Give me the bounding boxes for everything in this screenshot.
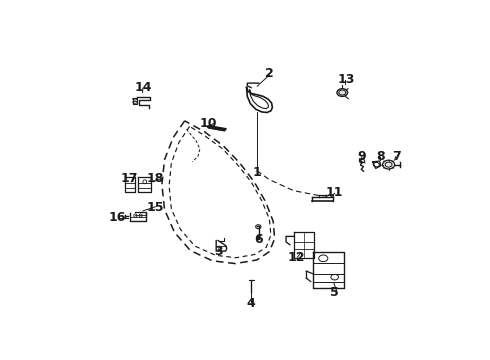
- Text: 5: 5: [330, 286, 339, 299]
- Text: 10: 10: [200, 117, 218, 130]
- Text: 2: 2: [265, 67, 274, 80]
- Text: 1: 1: [252, 166, 261, 179]
- Text: 8: 8: [376, 150, 385, 163]
- Text: 12: 12: [287, 251, 305, 264]
- Text: 15: 15: [147, 201, 164, 214]
- Text: 3: 3: [215, 244, 223, 258]
- Text: 4: 4: [247, 297, 255, 310]
- Text: 16: 16: [109, 211, 126, 224]
- Text: 18: 18: [147, 172, 164, 185]
- Text: 6: 6: [254, 233, 263, 246]
- Text: 17: 17: [120, 172, 138, 185]
- Text: 9: 9: [357, 150, 366, 163]
- Text: 11: 11: [326, 186, 343, 199]
- Circle shape: [383, 160, 394, 169]
- Text: 7: 7: [392, 150, 400, 163]
- Text: 14: 14: [134, 81, 151, 94]
- Circle shape: [337, 89, 347, 96]
- Text: 13: 13: [338, 73, 355, 86]
